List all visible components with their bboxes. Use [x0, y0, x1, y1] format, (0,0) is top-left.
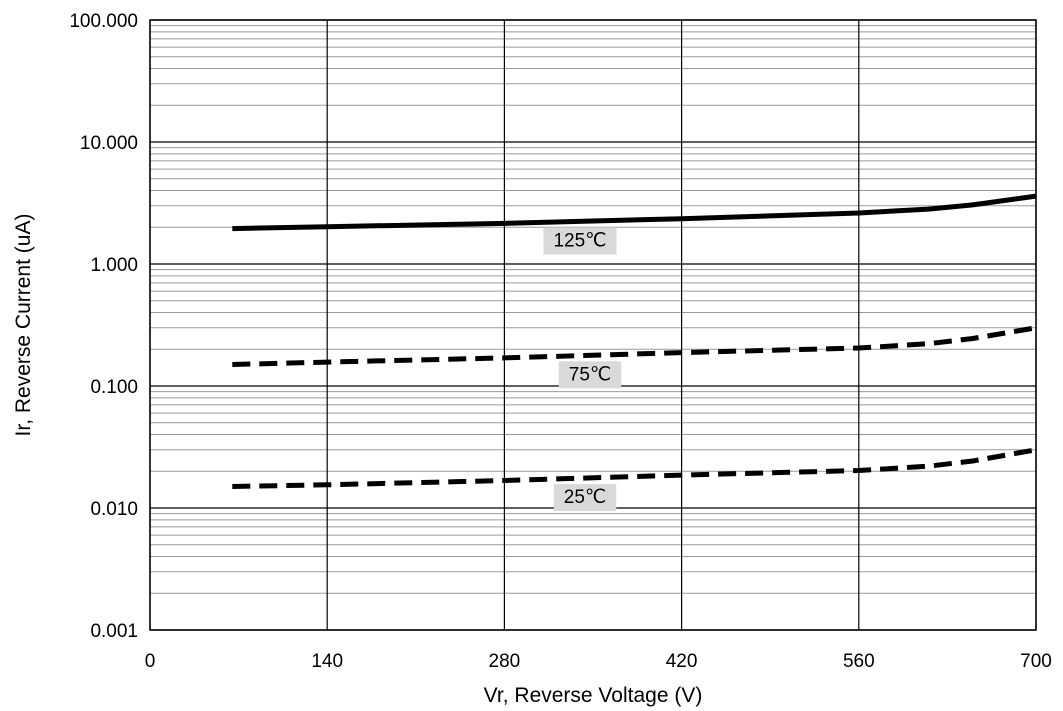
- series-label-3: 25℃: [564, 487, 606, 508]
- major-gridlines: [149, 19, 1037, 631]
- series-label-2: 75℃: [569, 364, 611, 385]
- x-tick-label: 560: [843, 651, 875, 672]
- x-tick-label: 140: [311, 651, 343, 672]
- y-tick-label: 0.100: [90, 377, 138, 398]
- y-tick-label: 0.001: [90, 621, 138, 642]
- x-axis-label: Vr, Reverse Voltage (V): [484, 684, 703, 707]
- x-tick-label: 420: [666, 651, 698, 672]
- plot-frame: [149, 19, 1037, 631]
- y-tick-label: 10.000: [80, 133, 138, 154]
- series-layer: [232, 193, 1037, 489]
- y-tick-label: 0.010: [90, 499, 138, 520]
- series-label-background: [558, 361, 622, 389]
- series-line-3: [232, 447, 1037, 489]
- x-tick-label: 0: [145, 651, 156, 672]
- x-tick-labels: 0 140 280 420 560 700: [145, 651, 1052, 672]
- series-line-1: [232, 193, 1037, 232]
- y-tick-label: 100.000: [69, 11, 138, 32]
- x-tick-label: 700: [1020, 651, 1052, 672]
- series-label-1: 125℃: [553, 230, 606, 251]
- series-label-background: [543, 227, 617, 255]
- y-axis-label: Ir, Reverse Current (uA): [12, 214, 35, 437]
- y-tick-label: 1.000: [90, 255, 138, 276]
- series-labels: 125℃ 75℃ 25℃: [543, 227, 622, 512]
- x-tick-label: 280: [489, 651, 521, 672]
- y-tick-labels: 0.001 0.010 0.100 1.000 10.000 100.000: [69, 11, 138, 642]
- series-line-2: [232, 325, 1037, 367]
- minor-gridlines: [150, 25, 1036, 594]
- series-label-background: [553, 484, 617, 512]
